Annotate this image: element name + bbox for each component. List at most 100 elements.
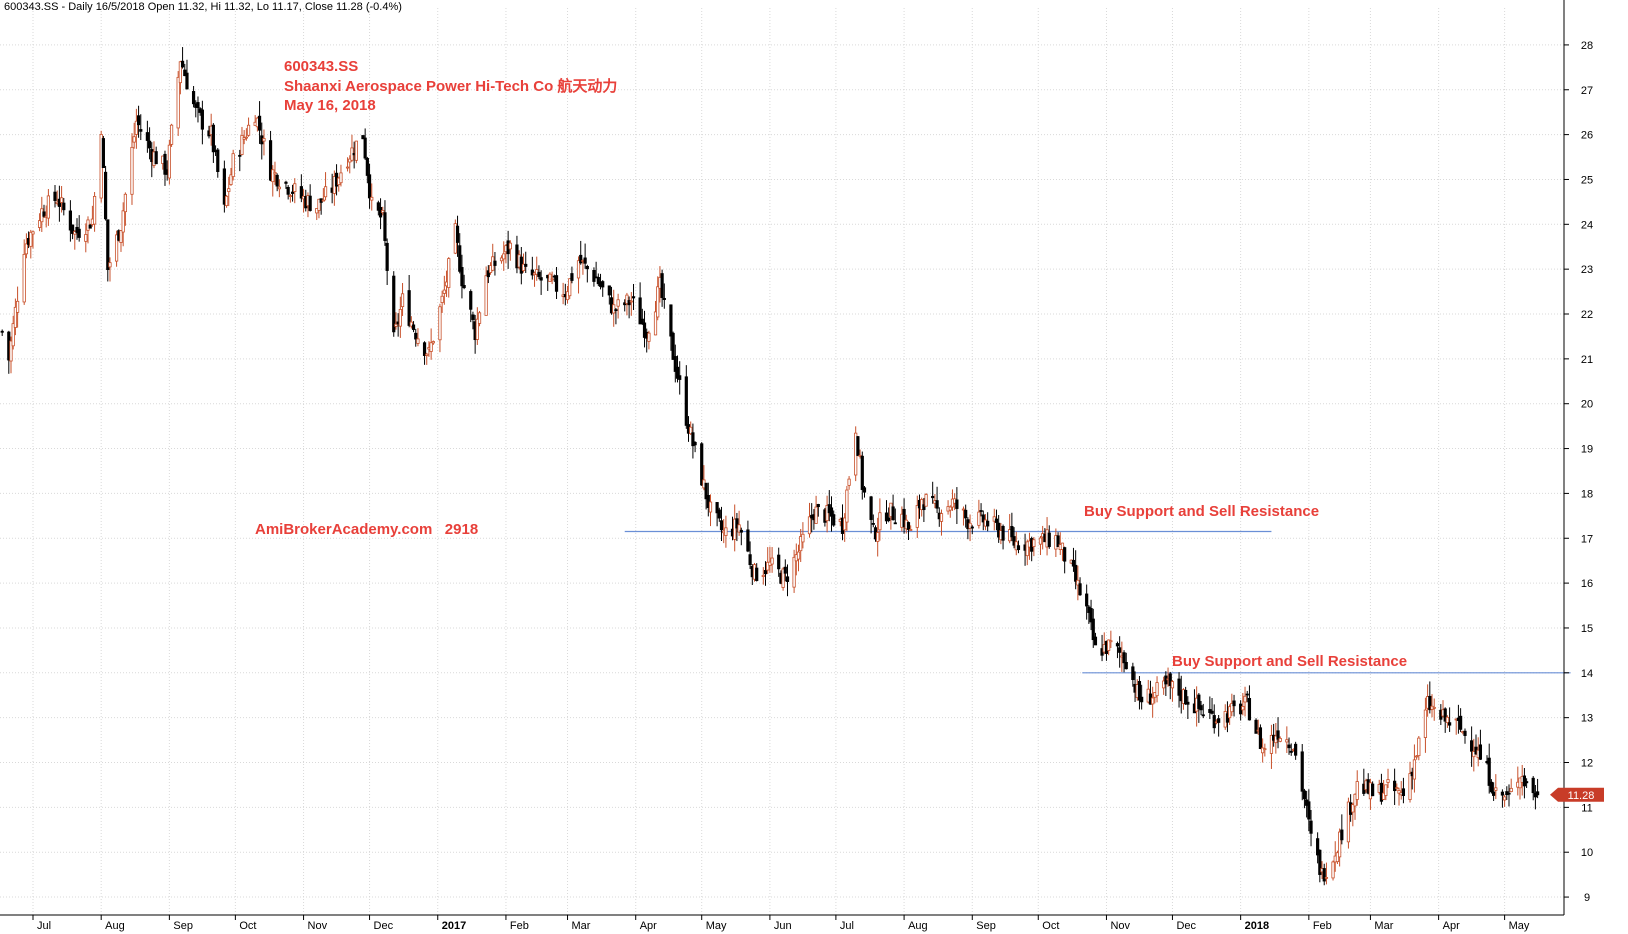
x-tick-label: Feb — [510, 920, 529, 932]
candle-body — [1316, 838, 1320, 856]
candle-body — [88, 224, 92, 229]
candle-body — [499, 257, 504, 262]
candle-body — [240, 135, 244, 155]
candle-body — [631, 296, 636, 299]
y-tick-label: 23 — [1581, 264, 1593, 276]
candle-body — [407, 290, 411, 326]
candle-body — [893, 522, 897, 525]
candle-body — [1217, 718, 1221, 723]
candle-body — [132, 136, 136, 143]
candle-body — [1243, 695, 1247, 703]
x-tick-label: May — [1509, 920, 1530, 932]
candle-body — [1269, 734, 1274, 754]
candle-body — [370, 196, 374, 201]
candle-body — [1331, 861, 1335, 879]
x-tick-label: Apr — [640, 920, 657, 932]
candle-body — [37, 220, 42, 228]
candle-body — [847, 478, 851, 486]
candle-body — [376, 202, 380, 211]
candle-body — [891, 506, 895, 521]
candle-body — [656, 286, 660, 318]
candle-body — [167, 144, 171, 179]
candle-body — [1509, 787, 1513, 793]
candle-body — [748, 554, 752, 566]
candle-body — [807, 516, 812, 535]
candle-body — [1522, 775, 1527, 787]
candle-body — [1351, 804, 1355, 813]
candle-body — [860, 455, 864, 490]
candle-body — [1115, 643, 1120, 647]
candle-body — [345, 166, 350, 169]
candle-body — [1487, 757, 1491, 786]
x-tick-label: Apr — [1443, 920, 1460, 932]
candle-body — [108, 262, 112, 268]
candle-body — [447, 258, 451, 288]
candle-body — [548, 273, 552, 282]
candle-body — [1016, 545, 1021, 551]
candle-body — [1346, 801, 1351, 843]
candle-body — [1443, 708, 1447, 722]
candle-body — [607, 285, 611, 296]
candle-body — [733, 518, 737, 540]
candle-body — [1151, 697, 1155, 705]
y-tick-label: 11 — [1581, 802, 1592, 814]
candle-body — [1503, 796, 1507, 801]
candle-body — [1445, 716, 1450, 723]
candle-body — [1536, 791, 1540, 796]
candle-body — [955, 499, 959, 509]
candle-body — [24, 243, 28, 255]
candle-body — [869, 496, 873, 520]
candle-body — [640, 318, 644, 325]
candle-body — [1340, 829, 1344, 841]
candle-body — [1137, 681, 1142, 701]
candle-body — [1232, 700, 1236, 707]
candle-body — [216, 149, 220, 172]
candle-body — [339, 172, 343, 184]
candle-body — [288, 195, 292, 198]
candle-body — [271, 169, 275, 183]
candle-body — [801, 533, 805, 543]
candle-body — [440, 295, 444, 303]
candle-body — [286, 186, 290, 195]
candle-body — [1289, 750, 1293, 753]
candle-body — [354, 140, 358, 161]
candle-body — [422, 342, 427, 356]
candle-body — [1309, 820, 1313, 834]
y-tick-label: 9 — [1584, 892, 1590, 904]
candle-body — [570, 273, 574, 281]
x-tick-label: Oct — [239, 920, 256, 932]
candle-body — [1324, 877, 1329, 879]
candle-body — [629, 300, 633, 303]
candle-body — [964, 509, 968, 519]
grid-layer — [0, 8, 1564, 915]
candle-body — [1124, 661, 1128, 670]
x-tick-label: Nov — [1110, 920, 1130, 932]
candle-body — [761, 574, 765, 577]
candle-body — [535, 269, 539, 275]
x-tick-label: Feb — [1313, 920, 1332, 932]
y-tick-label: 25 — [1581, 174, 1593, 186]
candle-body — [1199, 705, 1203, 711]
candle-body — [1518, 777, 1522, 789]
candle-body — [185, 72, 189, 90]
candle-body — [460, 267, 464, 287]
candle-body — [1063, 547, 1067, 562]
candle-body — [763, 570, 768, 575]
candle-body — [200, 109, 204, 130]
candle-body — [691, 432, 695, 447]
candle-body — [708, 501, 713, 513]
date-annotation: May 16, 2018 — [284, 97, 376, 114]
candle-body — [858, 454, 862, 457]
candle-body — [147, 140, 152, 149]
candle-body — [293, 183, 297, 192]
candle-body — [275, 174, 279, 187]
x-tick-label: Aug — [908, 920, 928, 932]
candle-body — [612, 304, 616, 314]
candle-body — [792, 556, 796, 588]
candle-body — [1118, 647, 1122, 653]
candle-body — [363, 137, 367, 159]
candle-body — [596, 276, 600, 285]
candle-body — [317, 198, 321, 211]
candle-body — [1228, 706, 1232, 719]
